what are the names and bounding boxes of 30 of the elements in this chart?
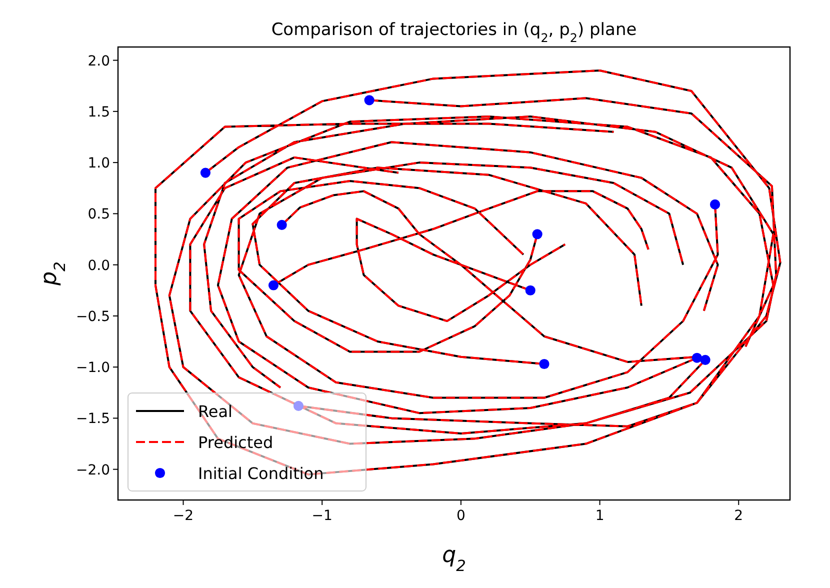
y-tick-label: 2.0 [88,53,110,70]
point [710,199,720,210]
point [525,285,536,296]
y-tick-label: −1.5 [76,411,110,428]
point [200,168,211,178]
point [293,400,304,411]
point [532,229,542,240]
chart-title: Comparison of trajectories in (q$_{2}$, p$_{2}$) plane [271,20,637,45]
x-tick-label: 0 [456,508,466,524]
legend-label: Predicted [198,433,274,452]
point [268,280,279,290]
point [539,358,550,370]
x-tick-label: 2 [734,508,744,524]
y-tick-label: −1.0 [76,360,110,376]
x-tick-label: 1 [595,508,604,524]
y-tick-label: −0.5 [76,308,110,325]
point [364,95,374,106]
point [276,220,287,230]
y-tick-label: −2.0 [76,462,110,478]
point [692,352,702,363]
legend-label: Initial Condition [198,464,324,483]
point [700,354,710,365]
y-tick-label: 0.5 [88,206,110,223]
y-tick-label: 0.0 [88,258,110,274]
x-tick-label: −2 [172,508,194,524]
x-axis-title: q$_{2}$ [442,543,466,575]
legend-label: Real [198,402,232,421]
y-tick-label: 1.5 [88,104,110,120]
x-tick-label: −1 [312,508,332,524]
y-tick-label: 1.0 [88,156,110,172]
